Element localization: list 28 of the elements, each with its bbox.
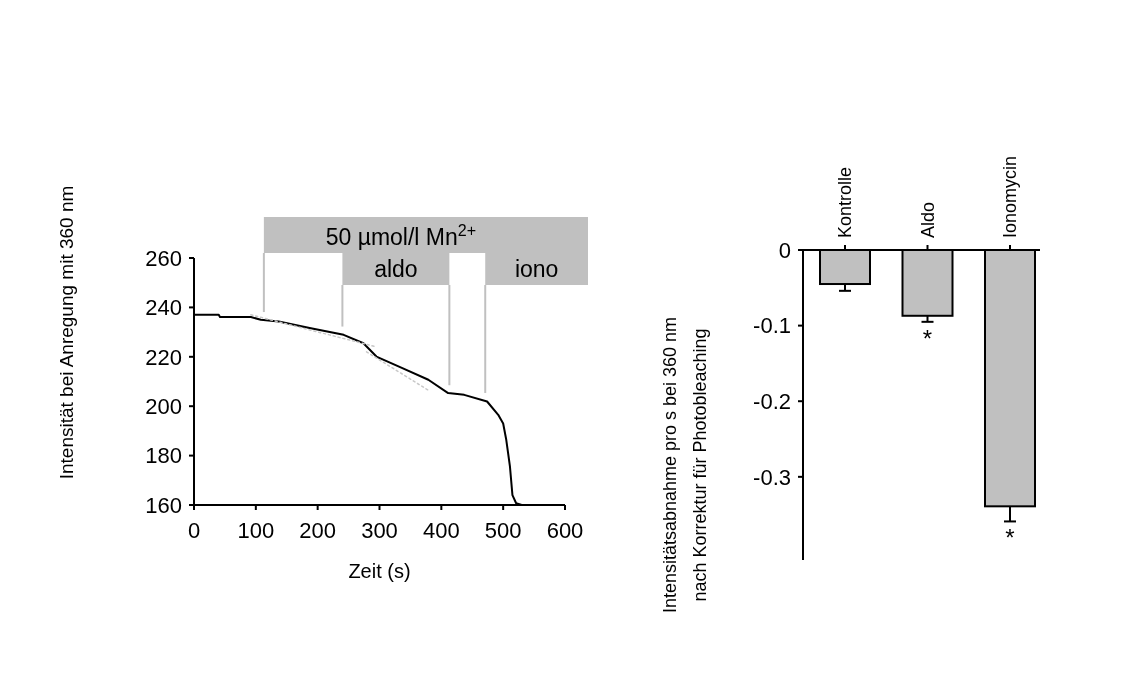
x-tick-label: 600 — [546, 518, 584, 543]
annotation: * — [922, 324, 933, 352]
x-tick-label: 500 — [484, 518, 522, 543]
annotation: * — [1005, 524, 1015, 552]
y-tick-label: 0 — [778, 237, 791, 263]
y-tick-label: 220 — [145, 344, 182, 370]
y-tick-label: -0.1 — [753, 313, 791, 339]
x-tick-label: Ionomycin — [1000, 155, 1020, 238]
y-tick-label: -0.2 — [753, 388, 791, 414]
x-tick-label: 100 — [237, 518, 275, 543]
x-tick-label: 300 — [361, 518, 398, 543]
y-tick-label: 200 — [145, 393, 182, 419]
y-tick-label: 240 — [145, 295, 182, 321]
y-axis-title: Intensität bei Anregung mit 360 nm — [56, 185, 77, 480]
y-tick-label: 160 — [145, 492, 182, 518]
y-axis-title: Intensitätsabnahme pro s bei 360 nm nach Korrektur für Photobleaching — [660, 316, 710, 614]
x-tick-label: 0 — [187, 518, 201, 543]
x-tick-label: 200 — [299, 518, 337, 543]
x-tick-label: Aldo — [917, 201, 938, 238]
ref-line-label: 50 µmol/l Mn$^{2+}$ — [325, 221, 477, 250]
y-tick-label: 260 — [145, 245, 182, 271]
ref-line-label: aldo — [374, 256, 418, 282]
x-tick-label: 400 — [422, 518, 460, 543]
y-tick-label: -0.3 — [753, 464, 791, 490]
x-tick-label: Kontrolle — [835, 166, 855, 238]
y-tick-label: 180 — [145, 443, 182, 469]
ref-line-label: iono — [514, 256, 559, 282]
x-axis-title: Zeit (s) — [348, 560, 411, 582]
